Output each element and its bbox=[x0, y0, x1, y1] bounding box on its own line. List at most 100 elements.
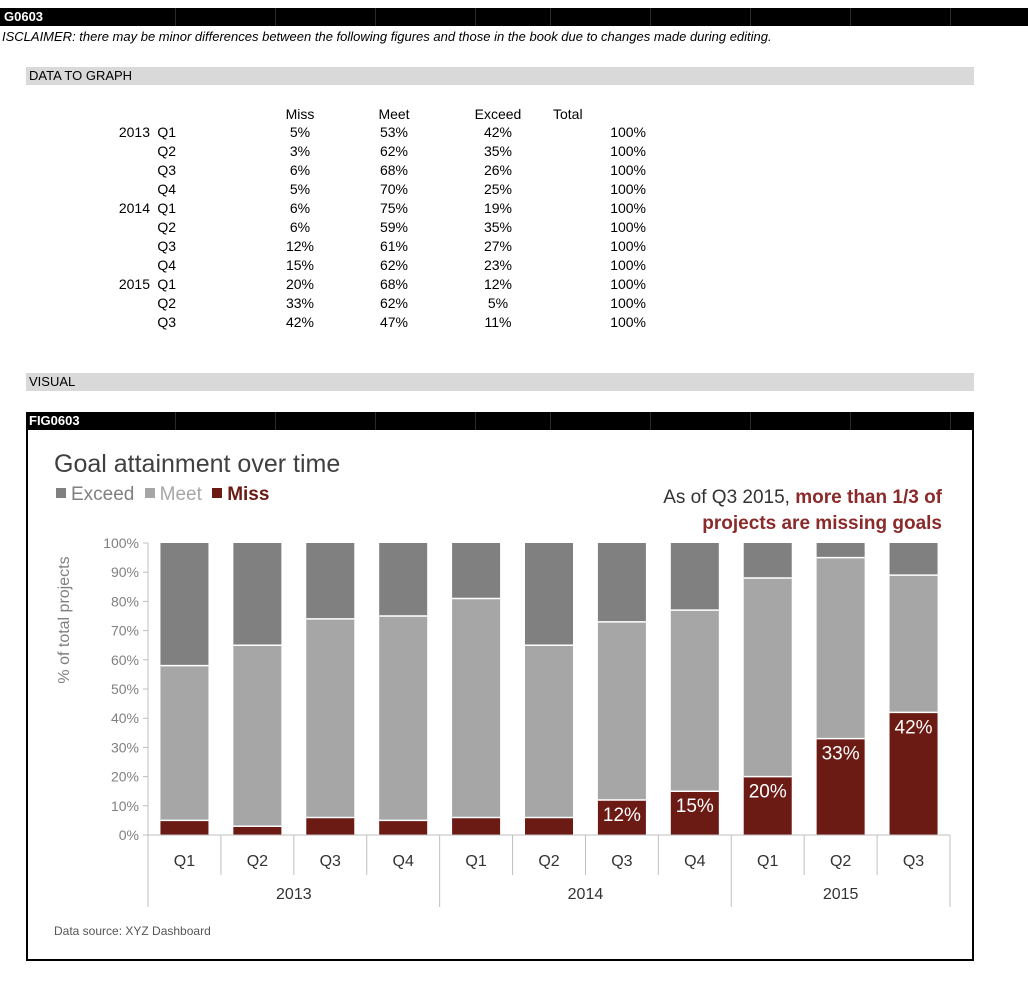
table-cell-total: 100% bbox=[610, 238, 646, 254]
table-cell-meet: 68% bbox=[379, 276, 409, 292]
bar-meet bbox=[889, 575, 938, 713]
y-tick-label: 50% bbox=[111, 681, 139, 697]
table-cell-total: 100% bbox=[610, 314, 646, 330]
table-cell-quarter: Q2 bbox=[157, 295, 176, 311]
table-cell-miss: 5% bbox=[289, 181, 311, 197]
bar-meet bbox=[233, 645, 282, 827]
bar-meet bbox=[670, 610, 719, 792]
table-cell-year: 2015 bbox=[118, 276, 150, 292]
x-tick-label: Q3 bbox=[903, 853, 924, 870]
table-cell-exceed: 35% bbox=[483, 219, 513, 235]
y-tick-label: 100% bbox=[103, 535, 139, 551]
table-cell-quarter: Q1 bbox=[157, 276, 176, 292]
disclaimer-text: ISCLAIMER: there may be minor difference… bbox=[2, 29, 772, 44]
table-cell-meet: 53% bbox=[379, 124, 409, 140]
table-cell-meet: 62% bbox=[379, 143, 409, 159]
table-cell-total: 100% bbox=[610, 162, 646, 178]
table-cell-total: 100% bbox=[610, 219, 646, 235]
annotation-highlight-2: projects are missing goals bbox=[702, 513, 942, 534]
table-cell-meet: 68% bbox=[379, 162, 409, 178]
table-cell-miss: 20% bbox=[285, 276, 315, 292]
table-cell-miss: 6% bbox=[289, 200, 311, 216]
table-cell-exceed: 27% bbox=[483, 238, 513, 254]
x-tick-label: Q2 bbox=[830, 853, 851, 870]
table-cell-miss: 6% bbox=[289, 219, 311, 235]
data-label-miss: 42% bbox=[895, 717, 933, 738]
bar-exceed bbox=[160, 543, 209, 666]
table-cell-miss: 3% bbox=[289, 143, 311, 159]
bar-miss bbox=[889, 712, 938, 835]
legend-miss: Miss bbox=[212, 484, 269, 505]
bar-miss bbox=[160, 820, 209, 835]
table-cell-meet: 61% bbox=[379, 238, 409, 254]
bar-exceed bbox=[233, 543, 282, 646]
annotation-plain: As of Q3 2015, bbox=[663, 487, 796, 508]
y-tick-label: 80% bbox=[111, 593, 139, 609]
bar-meet bbox=[597, 621, 646, 800]
data-section-header: DATA TO GRAPH bbox=[26, 67, 974, 85]
legend-meet: Meet bbox=[144, 484, 202, 505]
figure-code: FIG0603 bbox=[29, 413, 80, 428]
x-group-label: 2015 bbox=[823, 886, 859, 903]
y-tick-label: 90% bbox=[111, 564, 139, 580]
x-tick-label: Q4 bbox=[393, 853, 414, 870]
bar-miss bbox=[306, 817, 355, 835]
bar-exceed bbox=[743, 543, 792, 579]
table-cell-quarter: Q4 bbox=[157, 181, 176, 197]
table-cell-quarter: Q4 bbox=[157, 257, 176, 273]
table-cell-year: 2013 bbox=[118, 124, 150, 140]
x-tick-label: Q1 bbox=[465, 853, 486, 870]
bar-miss bbox=[816, 738, 865, 835]
bar-exceed bbox=[379, 543, 428, 616]
table-cell-exceed: 12% bbox=[483, 276, 513, 292]
bar-miss bbox=[597, 799, 646, 835]
chart-annotation: As of Q3 2015, more than 1/3 of projects… bbox=[663, 485, 942, 537]
figure-header-bar: FIG0603 bbox=[26, 412, 974, 430]
table-cell-total: 100% bbox=[610, 143, 646, 159]
legend-exceed-swatch bbox=[56, 488, 66, 498]
bar-meet bbox=[379, 616, 428, 821]
y-tick-label: 70% bbox=[111, 623, 139, 639]
bar-miss bbox=[379, 820, 428, 835]
legend-miss-swatch bbox=[212, 488, 223, 498]
table-cell-exceed: 19% bbox=[483, 200, 513, 216]
x-tick-label: Q1 bbox=[174, 853, 195, 870]
y-tick-label: 10% bbox=[111, 798, 139, 814]
bar-meet bbox=[743, 578, 792, 777]
legend-miss-label: Miss bbox=[227, 484, 270, 505]
data-label-miss: 15% bbox=[676, 796, 714, 817]
y-tick-label: 30% bbox=[111, 739, 139, 755]
table-cell-meet: 59% bbox=[379, 219, 409, 235]
x-group-label: 2013 bbox=[276, 886, 312, 903]
table-cell-meet: 70% bbox=[379, 181, 409, 197]
table-cell-quarter: Q3 bbox=[157, 162, 176, 178]
bar-miss bbox=[233, 826, 282, 835]
legend-meet-swatch bbox=[144, 488, 155, 498]
table-cell-exceed: 26% bbox=[483, 162, 513, 178]
visual-section-header: VISUAL bbox=[26, 373, 974, 391]
x-tick-label: Q2 bbox=[247, 853, 268, 870]
x-tick-label: Q2 bbox=[538, 853, 559, 870]
table-cell-total: 100% bbox=[610, 295, 646, 311]
chart-title: Goal attainment over time bbox=[54, 450, 341, 478]
x-tick-label: Q3 bbox=[611, 853, 632, 870]
annotation-highlight-1: more than 1/3 of bbox=[795, 487, 942, 508]
chart-legend: Exceed Meet Miss bbox=[56, 484, 274, 506]
col-header-total: Total bbox=[553, 106, 583, 122]
table-cell-quarter: Q1 bbox=[157, 124, 176, 140]
table-cell-quarter: Q2 bbox=[157, 219, 176, 235]
legend-exceed-label: Exceed bbox=[71, 484, 135, 505]
bar-exceed bbox=[670, 543, 719, 611]
x-group-label: 2014 bbox=[568, 886, 604, 903]
table-cell-total: 100% bbox=[610, 200, 646, 216]
bar-exceed bbox=[525, 543, 573, 646]
table-cell-meet: 62% bbox=[379, 257, 409, 273]
data-label-miss: 20% bbox=[749, 782, 787, 803]
table-cell-quarter: Q2 bbox=[157, 143, 176, 159]
bar-miss bbox=[452, 817, 501, 835]
table-cell-exceed: 25% bbox=[483, 181, 513, 197]
data-label-miss: 12% bbox=[603, 805, 641, 826]
bar-exceed bbox=[816, 543, 865, 558]
bar-meet bbox=[452, 598, 501, 818]
